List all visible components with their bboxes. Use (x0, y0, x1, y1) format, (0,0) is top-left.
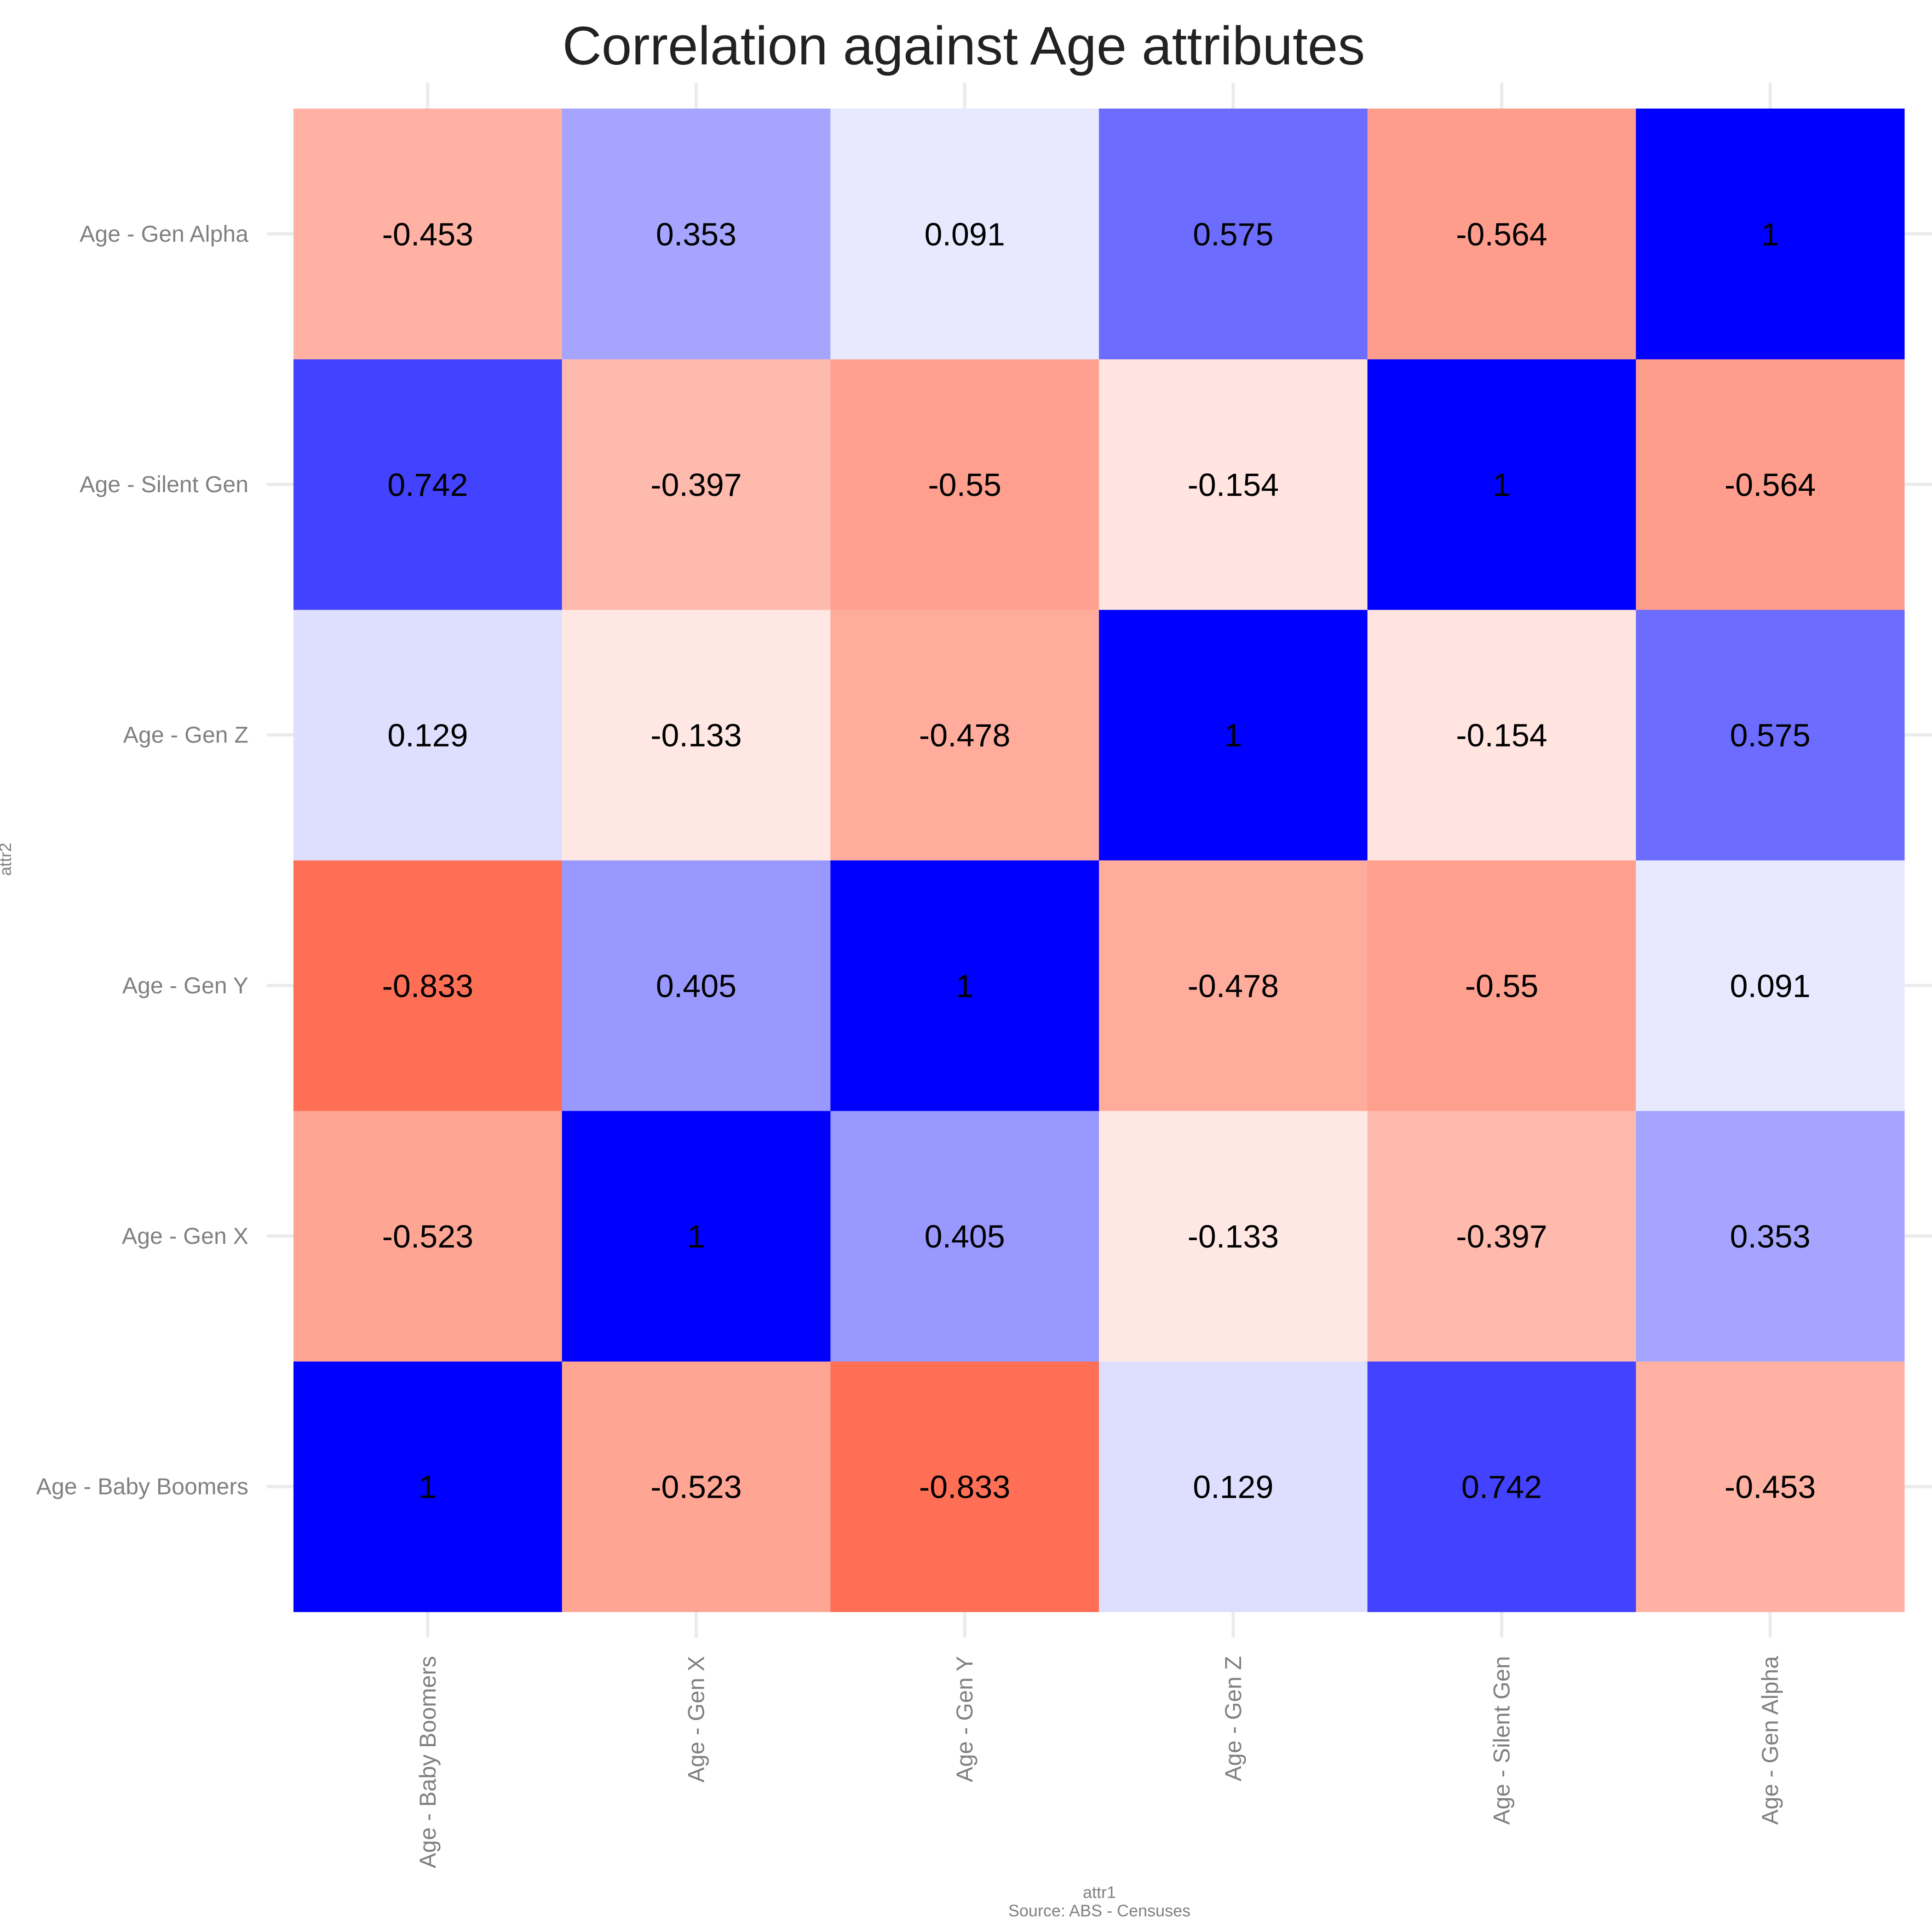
heatmap-cell (1099, 1110, 1368, 1362)
cell-value-label: -0.523 (650, 1469, 742, 1505)
cell-value-label: 0.091 (925, 216, 1005, 252)
cell-value-label: -0.133 (650, 718, 742, 753)
y-axis-tick-labels: Age - Baby Boomers Age - Gen X Age - Gen Y… (36, 221, 249, 1499)
x-tick-label: Age - Silent Gen (1489, 1656, 1515, 1825)
heatmap-cell (830, 1110, 1099, 1362)
cell-value-label: 0.129 (387, 718, 468, 753)
cell-value-label: -0.133 (1188, 1219, 1279, 1254)
heatmap-cell (562, 1361, 831, 1612)
y-tick-label: Age - Gen Y (122, 972, 248, 998)
heatmap-cell (1636, 610, 1905, 861)
heatmap-cell (1367, 1110, 1636, 1362)
heatmap-cell (1636, 109, 1905, 360)
cell-value-label: -0.154 (1188, 467, 1279, 503)
y-tick-label: Age - Gen Z (123, 722, 248, 748)
cell-value-label: 1 (687, 1219, 705, 1254)
heatmap-cell (830, 860, 1099, 1111)
x-tick-label: Age - Gen Y (952, 1656, 978, 1782)
cell-value-label: -0.154 (1456, 718, 1547, 753)
y-tick-label: Age - Baby Boomers (36, 1474, 248, 1500)
cell-value-labels: 1 -0.523 -0.833 0.129 0.742 -0.453 -0.523 1 0.40… (382, 216, 1816, 1505)
cell-value-label: -0.478 (919, 718, 1010, 753)
cell-value-label: 0.575 (1730, 718, 1811, 753)
heatmap-cell (830, 359, 1099, 610)
heatmap-cell (293, 359, 563, 610)
heatmap-cell (1636, 1110, 1905, 1362)
y-tick-label: Age - Silent Gen (80, 472, 248, 497)
x-axis-title: attr1 (1083, 1883, 1116, 1902)
x-tick-label: Age - Gen Z (1220, 1656, 1246, 1781)
heatmap-cell (1636, 1361, 1905, 1612)
cell-value-label: 0.405 (656, 968, 736, 1004)
cell-value-label: -0.833 (919, 1469, 1010, 1505)
heatmap-cell (293, 1110, 563, 1362)
heatmap-cell (1367, 359, 1636, 610)
heatmap-cell (1367, 610, 1636, 861)
heatmap-cell (830, 109, 1099, 360)
cell-value-label: 0.091 (1730, 968, 1811, 1004)
heatmap-cell (1099, 860, 1368, 1111)
heatmap-cell (1636, 359, 1905, 610)
cell-value-label: 0.575 (1193, 216, 1273, 252)
heatmap-cell (1636, 860, 1905, 1111)
cell-value-label: -0.453 (1725, 1469, 1816, 1505)
cell-value-label: 0.353 (1730, 1219, 1811, 1254)
heatmap-cell (1367, 860, 1636, 1111)
heatmap-cell (562, 860, 831, 1111)
cell-value-label: 1 (419, 1469, 437, 1505)
cell-value-label: 1 (1224, 718, 1242, 753)
chart-caption: Source: ABS - Censuses (1008, 1901, 1190, 1920)
heatmap-cell (293, 109, 563, 360)
cell-value-label: 0.742 (387, 467, 468, 503)
cell-value-label: -0.564 (1456, 216, 1547, 252)
heatmap-cell (562, 359, 831, 610)
x-tick-label: Age - Gen Alpha (1757, 1656, 1783, 1825)
cell-value-label: -0.453 (382, 216, 473, 252)
cell-value-label: -0.397 (1456, 1219, 1547, 1254)
cell-value-label: -0.523 (382, 1219, 473, 1254)
heatmap-cell (562, 610, 831, 861)
cell-value-label: 0.129 (1193, 1469, 1273, 1505)
cell-value-label: 0.405 (925, 1219, 1005, 1254)
heatmap-cell (293, 860, 563, 1111)
cell-value-label: -0.478 (1188, 968, 1279, 1004)
y-axis-title: attr2 (0, 843, 15, 876)
cell-value-label: 1 (1761, 216, 1779, 252)
chart-title: Correlation against Age attributes (563, 16, 1365, 76)
heatmap-cells (293, 109, 1905, 1612)
cell-value-label: 0.742 (1461, 1469, 1542, 1505)
heatmap-cell (1367, 109, 1636, 360)
x-tick-label: Age - Baby Boomers (415, 1656, 441, 1868)
cell-value-label: 1 (956, 968, 974, 1004)
cell-value-label: -0.55 (928, 467, 1001, 503)
cell-value-label: -0.55 (1465, 968, 1539, 1004)
heatmap-cell (293, 610, 563, 861)
heatmap-cell (293, 1361, 563, 1612)
heatmap-cell (1099, 610, 1368, 861)
x-axis-tick-labels: Age - Baby Boomers Age - Gen X Age - Gen Y… (415, 1656, 1783, 1869)
x-tick-label: Age - Gen X (684, 1656, 709, 1782)
cell-value-label: 0.353 (656, 216, 736, 252)
heatmap-cell (562, 1110, 831, 1362)
heatmap-cell (1099, 359, 1368, 610)
y-tick-label: Age - Gen X (122, 1223, 248, 1249)
cell-value-label: -0.564 (1725, 467, 1816, 503)
heatmap-cell (830, 1361, 1099, 1612)
y-tick-label: Age - Gen Alpha (80, 221, 248, 247)
heatmap-cell (1099, 1361, 1368, 1612)
cell-value-label: -0.833 (382, 968, 473, 1004)
cell-value-label: 1 (1493, 467, 1511, 503)
heatmap-cell (830, 610, 1099, 861)
heatmap-cell (562, 109, 831, 360)
cell-value-label: -0.397 (650, 467, 742, 503)
heatmap-cell (1367, 1361, 1636, 1612)
heatmap-cell (1099, 109, 1368, 360)
